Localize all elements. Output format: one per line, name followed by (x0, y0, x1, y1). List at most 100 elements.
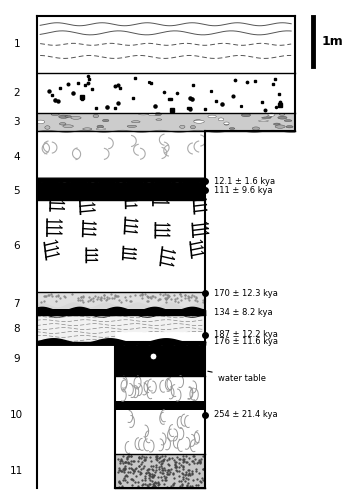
Point (125, 452, 131, 460)
Point (186, 460, 192, 468)
Point (153, 460, 159, 468)
Ellipse shape (274, 123, 280, 125)
Point (150, 471, 156, 479)
Point (136, 482, 141, 490)
Point (121, 465, 126, 473)
Point (148, 470, 153, 478)
Text: 170 ± 12.3 kya: 170 ± 12.3 kya (214, 289, 278, 298)
Point (184, 458, 189, 466)
Point (147, 470, 152, 478)
Point (161, 464, 167, 472)
Point (126, 452, 132, 460)
Point (126, 464, 131, 471)
Point (200, 476, 206, 484)
Point (185, 479, 191, 487)
Point (161, 472, 167, 480)
Text: 6: 6 (14, 242, 20, 252)
Point (120, 482, 125, 490)
Point (150, 482, 156, 490)
Point (156, 462, 162, 470)
Point (198, 454, 203, 462)
Point (147, 480, 153, 488)
Point (159, 452, 165, 460)
Point (186, 454, 192, 462)
Point (129, 465, 135, 473)
Ellipse shape (268, 113, 275, 116)
Ellipse shape (180, 125, 185, 128)
Point (122, 462, 128, 470)
Point (155, 481, 161, 489)
Point (170, 480, 176, 488)
Point (116, 478, 121, 486)
Point (183, 468, 189, 476)
Point (193, 468, 199, 475)
Point (143, 453, 149, 461)
Point (128, 460, 134, 468)
Point (168, 482, 174, 490)
Point (189, 470, 195, 478)
Point (162, 466, 168, 473)
Bar (37, 16, 295, 73)
Point (177, 482, 183, 490)
Point (147, 452, 152, 460)
Point (153, 466, 159, 474)
Point (176, 472, 181, 480)
Point (189, 470, 195, 478)
Point (172, 461, 178, 469)
Point (130, 469, 136, 477)
Ellipse shape (284, 120, 292, 122)
Point (193, 465, 199, 473)
Bar (116, 402, 205, 410)
Point (121, 464, 127, 472)
Point (174, 464, 179, 471)
Point (153, 478, 159, 486)
Text: 2: 2 (14, 88, 20, 98)
Point (176, 464, 182, 471)
Point (130, 466, 136, 474)
Point (173, 463, 179, 471)
Ellipse shape (194, 120, 204, 123)
Point (161, 455, 167, 463)
Point (150, 480, 156, 488)
Point (134, 464, 139, 472)
Point (126, 459, 131, 467)
Point (163, 473, 168, 481)
Point (147, 472, 153, 480)
Point (162, 474, 168, 482)
Point (142, 474, 148, 482)
Point (118, 455, 123, 463)
Point (154, 453, 159, 461)
Text: 11: 11 (10, 466, 23, 476)
Ellipse shape (262, 117, 271, 118)
Point (180, 474, 186, 482)
Point (125, 458, 131, 466)
Text: 9: 9 (14, 354, 20, 364)
Point (128, 476, 134, 484)
Ellipse shape (83, 128, 92, 130)
Point (117, 458, 123, 466)
Point (189, 467, 195, 475)
Point (123, 458, 129, 466)
Text: water table: water table (208, 371, 266, 382)
Ellipse shape (224, 122, 229, 124)
Point (136, 453, 142, 461)
Point (117, 479, 123, 487)
Point (186, 470, 192, 478)
Point (122, 465, 127, 473)
Ellipse shape (65, 116, 71, 117)
Point (158, 473, 164, 481)
Point (200, 465, 206, 473)
Point (175, 454, 180, 462)
Ellipse shape (63, 125, 73, 128)
Point (165, 466, 171, 474)
Point (197, 458, 203, 466)
Ellipse shape (127, 125, 136, 128)
Point (163, 476, 169, 484)
Point (127, 468, 133, 476)
Text: 5: 5 (14, 186, 20, 196)
Point (168, 466, 174, 473)
Point (154, 452, 160, 460)
Point (151, 479, 157, 487)
Point (179, 470, 184, 478)
Point (122, 476, 127, 484)
